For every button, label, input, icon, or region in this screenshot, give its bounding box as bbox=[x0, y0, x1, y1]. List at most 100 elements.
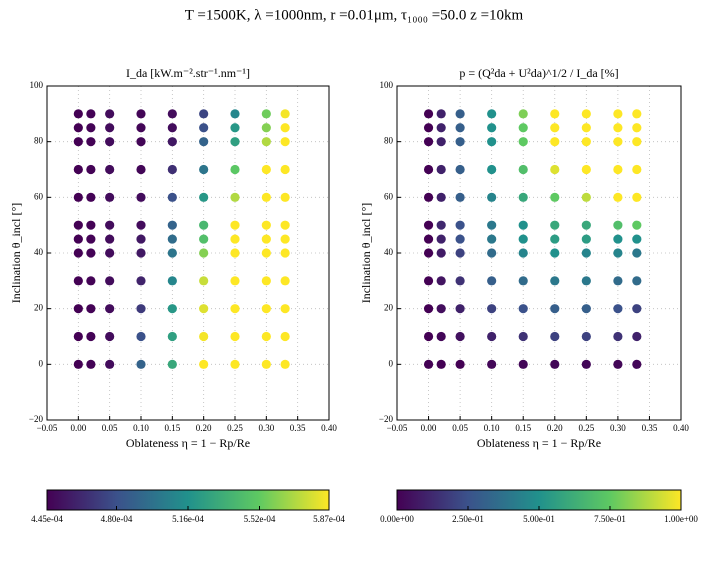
plot-frame bbox=[46, 85, 330, 421]
point bbox=[632, 109, 642, 119]
point bbox=[136, 220, 146, 230]
point bbox=[199, 304, 209, 314]
x-axis-label: Oblateness η = 1 − Rp/Re bbox=[126, 436, 250, 450]
point bbox=[199, 234, 209, 244]
x-tick-label: 0.20 bbox=[547, 423, 563, 433]
point bbox=[167, 192, 177, 202]
point bbox=[487, 137, 497, 147]
point bbox=[581, 359, 591, 369]
point bbox=[613, 276, 623, 286]
point bbox=[86, 164, 96, 175]
point bbox=[105, 192, 115, 202]
point bbox=[230, 220, 240, 230]
point bbox=[199, 331, 209, 342]
point bbox=[199, 248, 209, 258]
point bbox=[423, 248, 434, 258]
point bbox=[518, 304, 528, 314]
point bbox=[280, 192, 290, 202]
point bbox=[455, 248, 465, 258]
point bbox=[73, 192, 83, 202]
point bbox=[261, 109, 271, 119]
point bbox=[518, 331, 528, 342]
point bbox=[632, 220, 642, 230]
point bbox=[280, 304, 290, 314]
y-tick-label: 20 bbox=[34, 303, 44, 313]
point bbox=[455, 137, 465, 147]
point bbox=[261, 304, 271, 314]
point bbox=[581, 234, 591, 244]
point bbox=[518, 248, 528, 258]
point bbox=[280, 331, 290, 342]
point bbox=[136, 331, 146, 342]
point bbox=[632, 123, 642, 133]
point bbox=[167, 164, 177, 175]
point bbox=[455, 234, 465, 244]
point bbox=[73, 248, 83, 258]
point bbox=[73, 123, 83, 133]
y-tick-label: 40 bbox=[384, 247, 394, 257]
point bbox=[167, 276, 177, 286]
point bbox=[518, 137, 528, 147]
point bbox=[73, 137, 83, 147]
point bbox=[230, 304, 240, 314]
point bbox=[280, 359, 290, 369]
point bbox=[280, 164, 290, 175]
point bbox=[423, 359, 434, 369]
point bbox=[86, 248, 96, 258]
point bbox=[230, 123, 240, 133]
point bbox=[105, 276, 115, 286]
point bbox=[487, 164, 497, 175]
point bbox=[581, 220, 591, 230]
colorbar-tick-label: 0.00e+00 bbox=[380, 514, 414, 524]
point bbox=[73, 276, 83, 286]
point bbox=[436, 220, 446, 230]
point bbox=[581, 192, 591, 202]
point bbox=[136, 276, 146, 286]
point bbox=[581, 123, 591, 133]
point bbox=[423, 123, 434, 133]
point bbox=[423, 276, 434, 286]
point bbox=[105, 248, 115, 258]
point bbox=[73, 220, 83, 230]
x-axis-label: Oblateness η = 1 − Rp/Re bbox=[477, 436, 601, 450]
point bbox=[423, 331, 434, 342]
point bbox=[105, 109, 115, 119]
point bbox=[105, 331, 115, 342]
point bbox=[167, 123, 177, 133]
point bbox=[423, 220, 434, 230]
y-tick-label: 0 bbox=[389, 358, 394, 368]
colorbar-tick-label: 4.80e-04 bbox=[101, 514, 133, 524]
x-tick-label: −0.05 bbox=[37, 423, 58, 433]
point bbox=[436, 109, 446, 119]
point bbox=[136, 304, 146, 314]
x-tick-label: 0.00 bbox=[421, 423, 437, 433]
y-tick-label: 60 bbox=[34, 191, 44, 201]
point bbox=[261, 137, 271, 147]
point bbox=[613, 192, 623, 202]
x-tick-label: 0.15 bbox=[164, 423, 180, 433]
point bbox=[86, 109, 96, 119]
point bbox=[436, 192, 446, 202]
x-tick-label: 0.25 bbox=[578, 423, 594, 433]
point bbox=[423, 192, 434, 202]
point bbox=[423, 304, 434, 314]
point bbox=[487, 192, 497, 202]
point bbox=[86, 234, 96, 244]
y-tick-label: −20 bbox=[29, 414, 44, 424]
y-axis-label: Inclination θ_incl [°] bbox=[9, 203, 23, 304]
point bbox=[581, 164, 591, 175]
point bbox=[280, 234, 290, 244]
plot-title: p = (Q²da + U²da)^1/2 / I_da [%] bbox=[459, 66, 618, 80]
point bbox=[73, 164, 83, 175]
point bbox=[632, 248, 642, 258]
point bbox=[632, 359, 642, 369]
point bbox=[550, 109, 560, 119]
point bbox=[199, 123, 209, 133]
point bbox=[280, 276, 290, 286]
y-tick-label: 100 bbox=[30, 80, 44, 90]
point bbox=[423, 234, 434, 244]
point bbox=[455, 331, 465, 342]
point bbox=[280, 137, 290, 147]
point bbox=[632, 304, 642, 314]
